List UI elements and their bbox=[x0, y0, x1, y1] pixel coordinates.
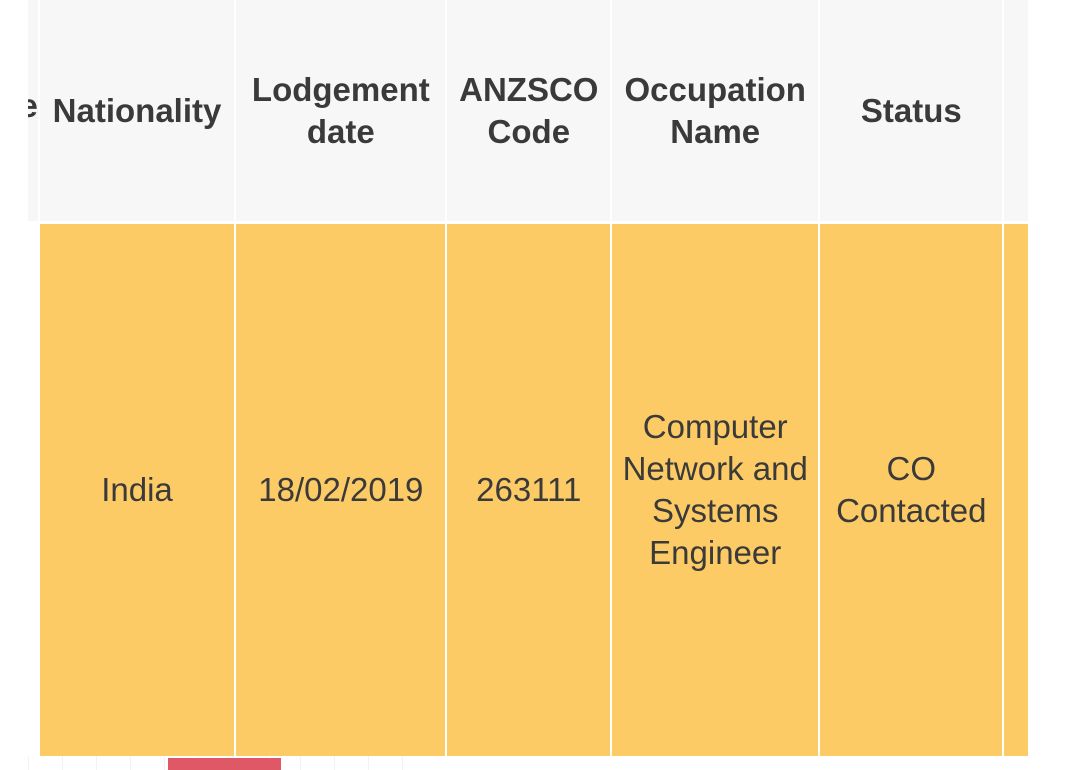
header-occupation-name[interactable]: Occupation Name bbox=[612, 0, 821, 224]
cell-occupation-name: Computer Network and Systems Engineer bbox=[612, 224, 821, 756]
header-lodgement-date[interactable]: Lodgement date bbox=[236, 0, 448, 224]
table-row: India 18/02/2019 263111 Computer Network… bbox=[28, 224, 1030, 756]
cell-anzsco-code: 263111 bbox=[447, 224, 613, 756]
cell-cut-off bbox=[28, 224, 40, 756]
results-table: e Nationality Lodgement date ANZSCO Code… bbox=[28, 0, 1030, 756]
table-header-row: e Nationality Lodgement date ANZSCO Code… bbox=[28, 0, 1030, 224]
cell-nationality: India bbox=[39, 224, 237, 756]
header-anzsco-code[interactable]: ANZSCO Code bbox=[447, 0, 613, 224]
horizontal-scrollbar-thumb[interactable] bbox=[168, 758, 281, 770]
header-nationality[interactable]: Nationality bbox=[39, 0, 237, 224]
header-cut-off: e bbox=[28, 0, 40, 224]
cell-next-cut-off bbox=[1004, 224, 1030, 756]
header-next-cut-off bbox=[1004, 0, 1030, 224]
cell-status: CO Contacted bbox=[820, 224, 1005, 756]
header-status[interactable]: Status bbox=[820, 0, 1005, 224]
results-table-viewport[interactable]: e Nationality Lodgement date ANZSCO Code… bbox=[28, 0, 1054, 756]
cell-lodgement-date: 18/02/2019 bbox=[236, 224, 448, 756]
